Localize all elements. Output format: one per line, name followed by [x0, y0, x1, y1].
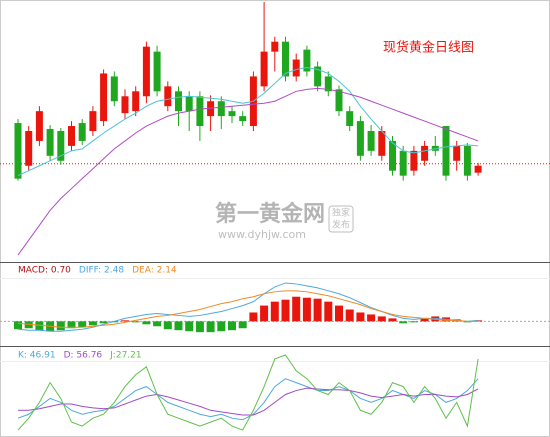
candle-body: [292, 59, 300, 77]
candle-body: [314, 66, 322, 87]
candle-body: [185, 96, 193, 112]
watermark: 第一黄金网 www.dyhjw.com 独家 发布: [215, 201, 354, 241]
indicator-line: [17, 378, 479, 421]
macd-bar: [377, 316, 386, 322]
watermark-name: 第一黄金网: [215, 201, 325, 227]
candle-body: [421, 145, 429, 161]
candle-body: [260, 51, 268, 87]
macd-bar: [270, 301, 279, 322]
macd-bar: [14, 321, 22, 330]
candle-body: [453, 145, 461, 161]
macd-bar: [153, 321, 162, 327]
macd-bar: [356, 312, 365, 322]
candle-body: [282, 41, 289, 77]
legend-label: MACD: 0.70: [18, 266, 71, 276]
legend-label: DEA: 2.14: [132, 266, 177, 276]
candle-body: [25, 131, 33, 166]
legend-label: J:27.21: [109, 351, 141, 361]
watermark-stamp: 发布: [332, 219, 350, 231]
macd-bar: [281, 299, 290, 322]
watermark-url: www.dyhjw.com: [218, 228, 306, 241]
macd-bar: [388, 318, 397, 322]
macd-bar: [88, 321, 97, 326]
candle-body: [35, 111, 43, 141]
macd-bar: [56, 321, 65, 331]
macd-bar: [185, 321, 194, 332]
stamp: [328, 205, 354, 233]
macd-bar: [249, 312, 258, 322]
candle-body: [14, 123, 22, 179]
candle-body: [410, 150, 418, 171]
candle-body: [303, 49, 311, 72]
candle-body: [474, 165, 482, 173]
candle-body: [132, 91, 140, 112]
candle-body: [463, 145, 471, 176]
candle-body: [57, 131, 65, 161]
legend-label: D: 56.76: [64, 351, 103, 361]
macd-bar: [228, 321, 236, 331]
macd-bar: [206, 321, 215, 333]
candle-body: [196, 96, 204, 127]
candle-body: [78, 123, 86, 141]
indicator-line: [18, 387, 479, 416]
candle-body: [164, 86, 172, 107]
macd-bar: [260, 305, 269, 322]
macd-bar: [174, 321, 183, 331]
macd-bar: [409, 321, 418, 323]
candle-body: [68, 126, 75, 146]
macd-bar: [195, 321, 204, 333]
candle-body: [442, 126, 450, 176]
macd-bar: [217, 321, 226, 332]
candle-body: [335, 89, 343, 112]
watermark-stamp: 独家: [332, 207, 350, 219]
candle-body: [217, 101, 225, 117]
macd-bar: [367, 314, 376, 322]
candle-body: [389, 140, 396, 171]
candle-body: [378, 131, 386, 156]
indicator-line: [17, 87, 479, 256]
candle-body: [356, 121, 364, 156]
macd-bar: [345, 309, 354, 322]
macd-bar: [420, 318, 429, 322]
candle-body: [367, 131, 375, 151]
candle-body: [346, 111, 354, 127]
macd-bar: [292, 296, 301, 322]
candle-body: [239, 116, 247, 122]
macd-bar: [78, 321, 87, 328]
macd-bar: [67, 321, 76, 329]
candle-body: [142, 46, 150, 97]
macd-bar: [399, 321, 408, 324]
candle-body: [121, 96, 129, 114]
chart-title: 现货黄金日线图: [383, 40, 474, 56]
legend-label: DIFF: 2.48: [79, 266, 124, 276]
macd-bar: [121, 320, 129, 322]
candle-body: [100, 73, 108, 122]
candle-body: [399, 150, 407, 176]
macd-bar: [163, 321, 172, 330]
macd-bar: [324, 301, 333, 322]
candle-body: [228, 111, 236, 117]
macd-bar: [335, 305, 343, 322]
candle-body: [46, 129, 54, 156]
candle-body: [324, 76, 332, 92]
legend-label: K: 46.91: [18, 351, 56, 361]
macd-bar: [238, 321, 247, 329]
indicator-line: [17, 290, 479, 328]
macd-bar: [313, 298, 322, 322]
macd-bar: [142, 321, 151, 325]
indicator-line: [17, 354, 479, 431]
candle-body: [153, 51, 161, 92]
macd-bar: [131, 321, 140, 323]
macd-bar: [99, 321, 108, 324]
candle-body: [175, 91, 182, 112]
candle-body: [110, 76, 118, 102]
candle-body: [271, 41, 279, 52]
macd-bar: [302, 297, 311, 322]
candle-body: [89, 111, 97, 132]
indicator-line: [17, 66, 479, 177]
indicator-line: [17, 282, 479, 332]
